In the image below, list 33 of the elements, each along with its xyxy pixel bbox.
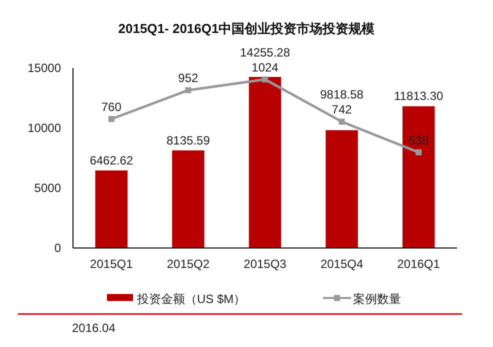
chart-title: 2015Q1- 2016Q1中国创业投资市场投资规模 xyxy=(118,21,375,36)
data-label: 538 xyxy=(408,133,429,148)
legend-label: 案例数量 xyxy=(353,292,401,306)
data-label: 14255.28 xyxy=(240,45,290,60)
point xyxy=(262,76,268,82)
data-label: 760 xyxy=(101,100,122,114)
data-label: 6462.62 xyxy=(90,153,134,168)
data-label: 742 xyxy=(332,102,352,117)
legend-label: 投资金额（US $M） xyxy=(136,292,246,306)
bar xyxy=(248,76,282,248)
bar xyxy=(172,150,204,248)
point xyxy=(108,116,114,122)
x-tick-label: 2015Q4 xyxy=(320,257,364,271)
data-label: 11813.30 xyxy=(394,89,444,104)
x-tick-label: 2016Q1 xyxy=(397,257,440,271)
bar xyxy=(326,130,358,248)
point xyxy=(185,87,192,94)
point xyxy=(338,118,345,125)
y-tick-label: 10000 xyxy=(28,121,62,135)
point xyxy=(416,149,422,156)
x-tick-label: 2015Q3 xyxy=(244,257,287,271)
data-label: 9818.58 xyxy=(320,88,364,102)
data-label: 952 xyxy=(178,71,199,86)
text: 2016.04 xyxy=(72,321,116,335)
data-label: 8135.59 xyxy=(166,133,210,148)
bar xyxy=(402,106,435,248)
x-tick-label: 2015Q2 xyxy=(166,257,210,271)
data-label: 1024 xyxy=(252,60,279,74)
y-tick-label: 0 xyxy=(54,241,62,255)
x-tick-label: 2015Q1 xyxy=(90,257,134,271)
y-tick-label: 5000 xyxy=(34,181,62,195)
bar xyxy=(95,170,128,248)
y-tick-label: 15000 xyxy=(28,61,62,75)
